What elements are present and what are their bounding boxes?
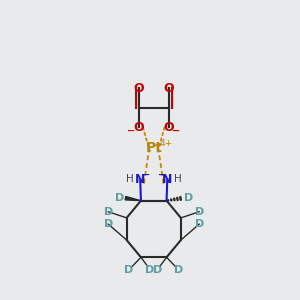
Text: O: O [163, 121, 174, 134]
Text: −: − [158, 170, 166, 180]
Text: D: D [124, 265, 134, 275]
Text: −: − [127, 126, 135, 136]
Text: D: D [115, 193, 124, 203]
Text: D: D [103, 207, 113, 217]
Text: −: − [142, 170, 150, 180]
Text: D: D [146, 265, 155, 275]
Text: D: D [195, 207, 204, 217]
Text: O: O [134, 121, 144, 134]
Text: −: − [172, 126, 180, 136]
Text: O: O [134, 82, 144, 94]
Polygon shape [125, 196, 141, 201]
Text: Pt: Pt [145, 141, 162, 155]
Text: D: D [153, 265, 162, 275]
Text: N: N [135, 173, 146, 186]
Text: H: H [174, 174, 182, 184]
Text: D: D [195, 219, 204, 229]
Text: D: D [174, 265, 183, 275]
Text: H: H [125, 174, 133, 184]
Text: N: N [162, 173, 172, 186]
Text: D: D [184, 193, 193, 203]
Text: 4+: 4+ [160, 139, 172, 148]
Text: D: D [103, 219, 113, 229]
Text: O: O [163, 82, 174, 94]
